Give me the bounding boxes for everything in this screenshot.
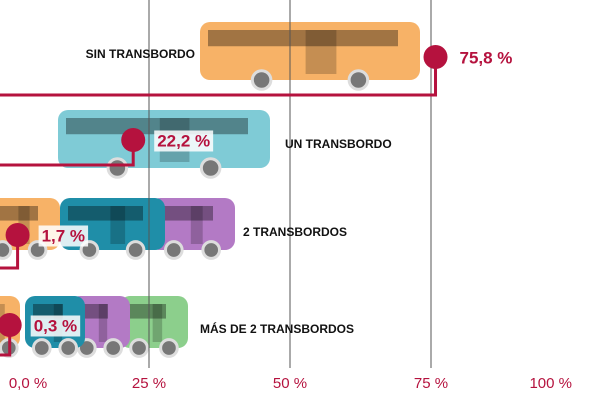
bus-wheel [347,69,370,91]
x-tick-label: 0,0 % [9,375,47,392]
bus-body [150,198,235,250]
category-label: UN TRANSBORDO [285,137,392,151]
value-label: 1,7 % [42,226,85,245]
value-label-bg [30,315,81,337]
value-label-bg [154,130,214,152]
dot [423,45,448,69]
bus-wheel [125,240,146,260]
dot [5,223,30,247]
bus-windows [0,206,38,221]
bus-wheel [250,69,273,91]
bus [120,296,188,358]
bus-wheel [199,157,222,179]
x-tick-label: 75 % [414,375,448,392]
category-label: 2 TRANSBORDOS [243,225,347,239]
bus-wheel [103,338,124,358]
bus-wheel [201,240,222,260]
bus-body [200,22,420,80]
bus-windows [208,30,398,47]
bus-wheel [159,338,179,358]
bus-windows [66,118,248,135]
bus [150,198,235,260]
bus-windows [68,206,143,221]
bus-wheel [0,240,13,260]
bus-wheel [129,338,149,358]
category-label: SIN TRANSBORDO [86,47,195,61]
category-label: MÁS DE 2 TRANSBORDOS [200,321,354,336]
bus-door [98,304,108,342]
bus [200,22,420,91]
value-label: 22,2 % [157,131,210,150]
value-label-bg [38,225,89,247]
bus-wheel [58,338,79,358]
bus-windows [128,304,166,319]
bus-body [120,296,188,348]
dot [0,313,22,337]
x-tick-label: 50 % [273,375,307,392]
x-tick-label: 100 % [529,375,572,392]
x-tick-label: 25 % [132,375,166,392]
bus-door [110,206,126,244]
bus-windows [78,304,108,319]
bus-wheel [163,240,184,260]
bus-wheel [106,157,129,179]
bus-wheel [31,338,52,358]
bus-door [152,304,163,342]
leader-line [0,57,438,97]
value-label: 0,3 % [34,316,77,335]
bus-illustrations [0,22,420,358]
bus-windows [158,206,213,221]
dot [121,128,146,152]
bus-door [190,206,203,244]
bus-windows [33,304,63,319]
bus-door [305,30,337,74]
value-label: 75,8 % [460,48,513,67]
